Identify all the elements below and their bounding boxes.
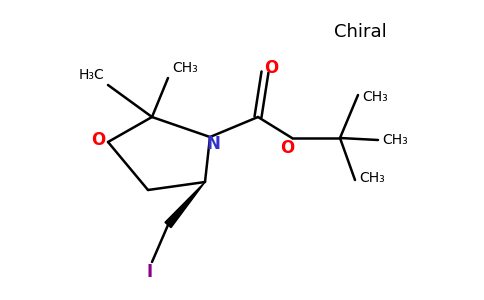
Text: CH₃: CH₃: [362, 90, 388, 104]
Text: CH₃: CH₃: [359, 171, 385, 185]
Text: O: O: [264, 59, 278, 77]
Text: H₃C: H₃C: [78, 68, 104, 82]
Text: CH₃: CH₃: [382, 133, 408, 147]
Text: O: O: [280, 139, 294, 157]
Text: Chiral: Chiral: [333, 23, 386, 41]
Text: N: N: [206, 135, 220, 153]
Text: CH₃: CH₃: [172, 61, 198, 75]
Text: I: I: [147, 263, 153, 281]
Polygon shape: [165, 182, 205, 228]
Text: O: O: [91, 131, 105, 149]
